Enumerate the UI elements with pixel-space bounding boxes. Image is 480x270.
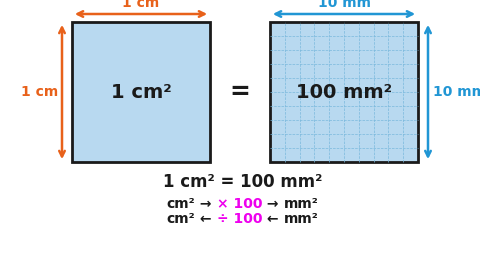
Text: cm²: cm² [167,197,195,211]
Text: ←: ← [262,212,284,226]
Text: 10 mm: 10 mm [433,85,480,99]
Text: 1 cm: 1 cm [21,85,58,99]
Text: mm²: mm² [284,197,318,211]
Text: × 100: × 100 [216,197,262,211]
Text: 1 cm² = 100 mm²: 1 cm² = 100 mm² [163,173,322,191]
Text: →: → [195,197,216,211]
Text: ←: ← [195,212,216,226]
Text: ÷ 100: ÷ 100 [216,212,262,226]
Bar [72,22,210,162]
Text: 1 cm²: 1 cm² [110,83,171,102]
Text: =: = [229,80,251,104]
Text: cm²: cm² [167,212,195,226]
Text: 100 mm²: 100 mm² [296,83,392,102]
Text: mm²: mm² [284,212,318,226]
Text: 1 cm: 1 cm [122,0,160,10]
Bar [270,22,418,162]
Text: 10 mm: 10 mm [317,0,371,10]
Text: →: → [262,197,284,211]
